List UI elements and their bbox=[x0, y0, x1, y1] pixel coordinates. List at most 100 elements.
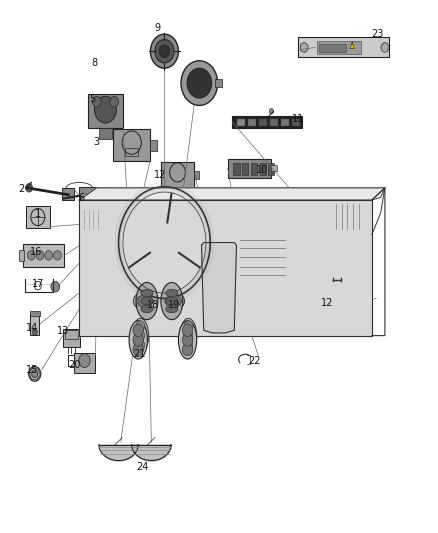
Text: 3: 3 bbox=[94, 136, 100, 147]
Circle shape bbox=[36, 251, 44, 260]
Bar bbox=[212, 266, 226, 280]
Text: 6: 6 bbox=[78, 193, 85, 204]
Bar bbox=[228, 159, 272, 177]
Bar bbox=[99, 233, 105, 238]
Circle shape bbox=[187, 68, 212, 98]
Circle shape bbox=[25, 183, 32, 192]
Circle shape bbox=[340, 300, 353, 316]
Ellipse shape bbox=[141, 289, 153, 297]
Circle shape bbox=[92, 96, 101, 107]
Bar bbox=[251, 163, 257, 174]
Text: 21: 21 bbox=[133, 349, 146, 359]
Bar bbox=[297, 37, 389, 57]
Text: 16: 16 bbox=[30, 247, 42, 256]
Bar bbox=[237, 224, 289, 280]
Circle shape bbox=[343, 304, 350, 311]
Bar bbox=[261, 266, 266, 278]
Ellipse shape bbox=[132, 318, 149, 353]
Circle shape bbox=[51, 281, 60, 292]
Bar bbox=[243, 266, 248, 278]
Bar bbox=[248, 119, 256, 126]
Text: 13: 13 bbox=[57, 326, 69, 336]
Bar bbox=[240, 228, 286, 241]
Text: 12: 12 bbox=[321, 297, 333, 308]
Bar bbox=[272, 165, 277, 171]
Circle shape bbox=[133, 343, 144, 356]
Bar bbox=[26, 206, 50, 228]
Bar bbox=[93, 208, 133, 239]
Bar bbox=[99, 128, 112, 139]
Circle shape bbox=[110, 96, 119, 107]
Polygon shape bbox=[79, 188, 385, 200]
Text: 12: 12 bbox=[154, 170, 166, 180]
Bar bbox=[321, 253, 357, 290]
Ellipse shape bbox=[166, 305, 178, 313]
Circle shape bbox=[150, 225, 178, 260]
Circle shape bbox=[184, 321, 193, 332]
Circle shape bbox=[269, 109, 274, 114]
Bar bbox=[268, 163, 275, 174]
Circle shape bbox=[136, 321, 145, 332]
Bar bbox=[334, 301, 359, 320]
Bar bbox=[333, 203, 362, 230]
Bar bbox=[30, 314, 39, 335]
Bar bbox=[194, 171, 199, 179]
Text: 22: 22 bbox=[248, 356, 261, 366]
Circle shape bbox=[95, 214, 111, 233]
Circle shape bbox=[27, 251, 35, 260]
Bar bbox=[292, 119, 300, 126]
Bar bbox=[88, 94, 123, 128]
Text: 23: 23 bbox=[371, 29, 383, 39]
Text: 19: 19 bbox=[168, 300, 180, 310]
Text: 2: 2 bbox=[18, 184, 25, 195]
Circle shape bbox=[381, 43, 389, 52]
Text: 11: 11 bbox=[291, 114, 304, 124]
Bar bbox=[156, 298, 172, 336]
Ellipse shape bbox=[166, 297, 178, 305]
Bar bbox=[232, 116, 302, 128]
Circle shape bbox=[184, 330, 193, 341]
Text: 14: 14 bbox=[26, 322, 38, 333]
Bar bbox=[125, 148, 138, 156]
Text: 1: 1 bbox=[35, 209, 41, 220]
Ellipse shape bbox=[165, 295, 181, 307]
Bar bbox=[260, 163, 266, 174]
Bar bbox=[113, 130, 150, 161]
Ellipse shape bbox=[141, 297, 153, 305]
Circle shape bbox=[156, 232, 173, 253]
Polygon shape bbox=[79, 200, 372, 336]
Bar bbox=[108, 233, 113, 238]
Circle shape bbox=[133, 324, 144, 337]
Text: 18: 18 bbox=[146, 300, 159, 310]
Bar bbox=[65, 330, 78, 340]
Circle shape bbox=[182, 324, 193, 337]
Circle shape bbox=[79, 354, 90, 368]
Ellipse shape bbox=[137, 295, 153, 307]
Circle shape bbox=[53, 251, 61, 260]
Bar bbox=[22, 244, 64, 267]
Circle shape bbox=[155, 39, 174, 63]
Circle shape bbox=[45, 251, 53, 260]
Bar bbox=[252, 266, 257, 278]
Circle shape bbox=[181, 61, 218, 106]
Ellipse shape bbox=[141, 305, 153, 313]
Circle shape bbox=[182, 334, 193, 346]
Bar bbox=[317, 41, 361, 54]
Circle shape bbox=[32, 329, 37, 335]
Text: 17: 17 bbox=[32, 279, 44, 288]
Bar bbox=[29, 311, 40, 317]
Circle shape bbox=[32, 370, 38, 377]
Polygon shape bbox=[201, 245, 237, 333]
Ellipse shape bbox=[166, 289, 178, 297]
Bar bbox=[83, 208, 99, 230]
Bar bbox=[62, 188, 74, 200]
Text: 10: 10 bbox=[256, 165, 268, 175]
Bar bbox=[63, 329, 80, 348]
Text: 24: 24 bbox=[136, 463, 149, 472]
Bar bbox=[233, 163, 240, 174]
Circle shape bbox=[208, 253, 230, 280]
Text: 15: 15 bbox=[26, 365, 38, 375]
Circle shape bbox=[95, 96, 117, 123]
Bar bbox=[237, 119, 245, 126]
Circle shape bbox=[28, 367, 41, 381]
